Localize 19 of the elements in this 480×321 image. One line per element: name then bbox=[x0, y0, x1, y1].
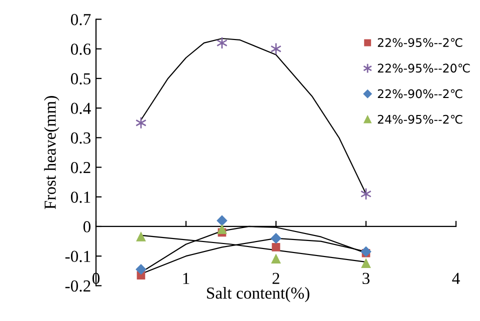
legend-label: 22%-90%--2℃ bbox=[378, 89, 462, 98]
y-tick-label: 0.7 bbox=[70, 14, 91, 26]
y-tick-label: 0.6 bbox=[70, 44, 91, 55]
legend-label: 24%-95%--2℃ bbox=[378, 114, 462, 124]
y-tick-label: 0.5 bbox=[70, 73, 90, 84]
x-tick-label: 4 bbox=[452, 272, 460, 284]
y-tick-label: 0.1 bbox=[70, 192, 90, 203]
y-tick-label: 0.3 bbox=[70, 132, 90, 144]
y-tick-label: 0 bbox=[83, 221, 91, 232]
legend-label: 22%-95%--2℃ bbox=[378, 38, 462, 48]
x-axis-title: Salt content(%) bbox=[207, 287, 310, 302]
x-tick-label: 3 bbox=[362, 272, 370, 284]
y-tick-label: -0.2 bbox=[65, 280, 90, 292]
y-axis-title: Frost heave(mm) bbox=[44, 96, 60, 210]
y-tick-label: 0.2 bbox=[70, 162, 90, 174]
y-tick-label: 0.4 bbox=[70, 102, 91, 114]
x-tick-label: 2 bbox=[272, 272, 280, 284]
x-tick-label: 1 bbox=[183, 272, 190, 284]
y-tick-label: -0.1 bbox=[65, 250, 90, 262]
